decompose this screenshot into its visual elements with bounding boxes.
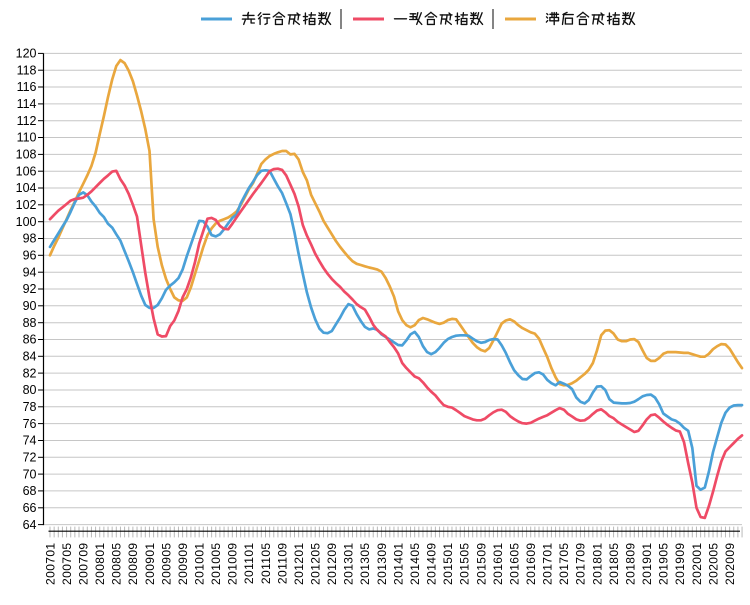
- svg-text:66: 66: [23, 501, 37, 515]
- svg-text:78: 78: [23, 400, 37, 414]
- svg-text:201001: 201001: [193, 543, 207, 585]
- svg-text:118: 118: [17, 63, 37, 77]
- svg-text:116: 116: [17, 80, 37, 94]
- svg-text:98: 98: [23, 232, 37, 246]
- svg-text:201309: 201309: [375, 543, 389, 585]
- svg-text:201405: 201405: [408, 543, 422, 585]
- svg-text:201905: 201905: [657, 543, 671, 585]
- svg-text:112: 112: [17, 114, 37, 128]
- svg-text:94: 94: [23, 265, 37, 279]
- svg-text:92: 92: [23, 282, 37, 296]
- svg-text:201909: 201909: [673, 543, 687, 585]
- svg-text:200809: 200809: [126, 543, 140, 585]
- svg-text:201809: 201809: [624, 543, 638, 585]
- svg-text:201205: 201205: [309, 543, 323, 585]
- svg-text:201801: 201801: [590, 543, 604, 585]
- svg-text:202009: 202009: [723, 543, 737, 585]
- svg-text:201305: 201305: [358, 543, 372, 585]
- svg-text:100: 100: [16, 215, 37, 229]
- svg-text:201409: 201409: [425, 543, 439, 585]
- svg-text:201101: 201101: [242, 543, 256, 585]
- svg-text:200801: 200801: [93, 543, 107, 585]
- svg-text:120: 120: [16, 47, 37, 61]
- svg-text:74: 74: [23, 434, 37, 448]
- svg-text:70: 70: [23, 467, 37, 481]
- svg-text:76: 76: [23, 417, 37, 431]
- svg-text:68: 68: [23, 484, 37, 498]
- svg-text:201201: 201201: [292, 543, 306, 585]
- svg-text:110: 110: [17, 131, 37, 145]
- svg-text:201609: 201609: [524, 543, 538, 585]
- svg-text:201901: 201901: [640, 543, 654, 585]
- svg-text:201501: 201501: [441, 543, 455, 585]
- svg-text:201805: 201805: [607, 543, 621, 585]
- svg-text:202001: 202001: [690, 543, 704, 585]
- svg-text:201401: 201401: [391, 543, 405, 585]
- svg-text:86: 86: [23, 333, 37, 347]
- svg-text:96: 96: [23, 249, 37, 263]
- svg-text:114: 114: [17, 97, 37, 111]
- svg-text:200705: 200705: [60, 543, 74, 585]
- svg-text:201701: 201701: [541, 543, 555, 585]
- svg-text:201005: 201005: [209, 543, 223, 585]
- svg-text:201301: 201301: [342, 543, 356, 585]
- svg-text:202005: 202005: [706, 543, 720, 585]
- svg-text:200901: 200901: [143, 543, 157, 585]
- svg-text:200701: 200701: [43, 543, 57, 585]
- svg-text:106: 106: [16, 164, 37, 178]
- svg-text:201705: 201705: [557, 543, 571, 585]
- svg-text:201505: 201505: [458, 543, 472, 585]
- svg-text:200805: 200805: [110, 543, 124, 585]
- svg-text:201509: 201509: [474, 543, 488, 585]
- svg-text:80: 80: [23, 383, 37, 397]
- svg-text:82: 82: [23, 366, 37, 380]
- svg-text:201109: 201109: [275, 543, 289, 585]
- svg-text:201009: 201009: [226, 543, 240, 585]
- svg-text:90: 90: [23, 299, 37, 313]
- svg-text:200909: 200909: [176, 543, 190, 585]
- svg-text:84: 84: [23, 350, 37, 364]
- svg-text:201605: 201605: [507, 543, 521, 585]
- svg-text:88: 88: [23, 316, 37, 330]
- svg-text:201209: 201209: [325, 543, 339, 585]
- svg-text:72: 72: [23, 451, 37, 465]
- svg-text:200709: 200709: [77, 543, 91, 585]
- svg-text:201709: 201709: [574, 543, 588, 585]
- svg-text:104: 104: [16, 181, 37, 195]
- svg-text:108: 108: [16, 148, 37, 162]
- svg-text:201601: 201601: [491, 543, 505, 585]
- svg-text:102: 102: [16, 198, 37, 212]
- svg-text:64: 64: [23, 518, 37, 532]
- svg-text:200905: 200905: [159, 543, 173, 585]
- svg-text:201105: 201105: [259, 543, 273, 585]
